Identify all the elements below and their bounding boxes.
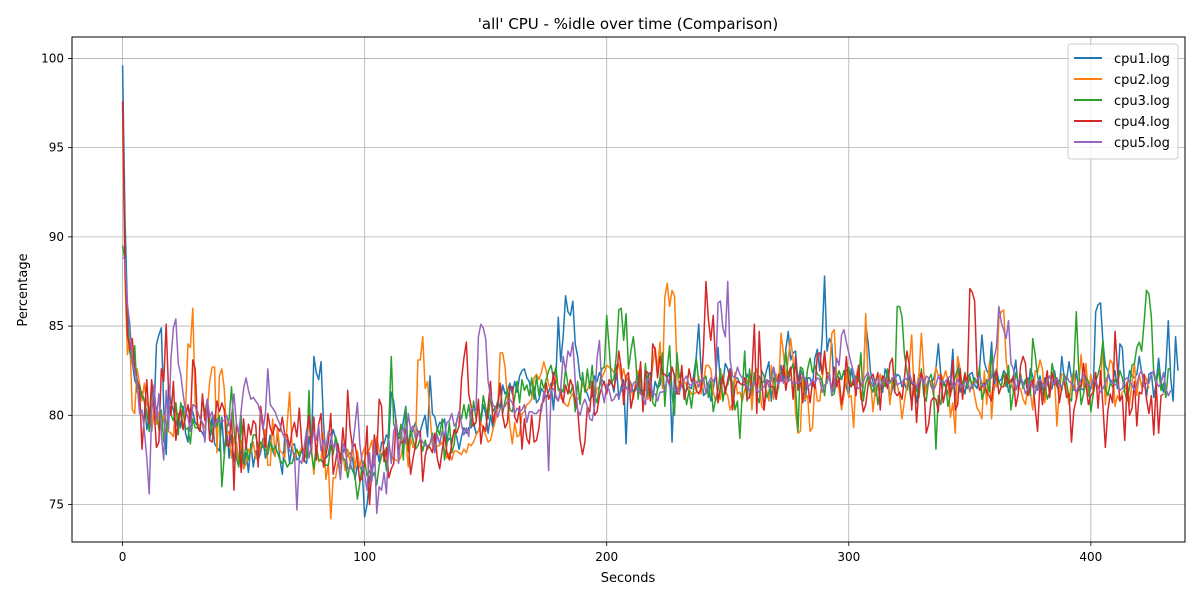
series-line-cpu4-log: [121, 101, 1164, 506]
legend-label: cpu4.log: [1114, 115, 1170, 130]
legend-box: [1067, 43, 1179, 160]
series-line-cpu1-log: [121, 65, 1179, 518]
chart-title: 'all' CPU - %idle over time (Comparison): [478, 15, 778, 33]
legend-label: cpu2.log: [1114, 73, 1170, 88]
plot-area: [121, 65, 1179, 520]
y-tick-label: 80: [49, 408, 64, 422]
y-tick-label: 85: [49, 319, 64, 333]
y-axis-label: Percentage: [16, 253, 31, 326]
x-tick-label: 100: [353, 550, 376, 564]
y-tick-label: 95: [49, 141, 64, 155]
legend-label: cpu3.log: [1114, 94, 1170, 109]
legend: cpu1.log cpu2.log cpu3.log cpu4.log cpu5.log: [1067, 43, 1179, 160]
plot-frame: [71, 36, 1186, 543]
series-line-cpu5-log: [122, 257, 1172, 515]
x-tick-label: 400: [1079, 550, 1102, 564]
y-tick-label: 90: [49, 230, 64, 244]
series-line-cpu3-log: [121, 245, 1171, 500]
y-tick-label: 100: [41, 51, 64, 65]
x-tick-label: 300: [837, 550, 860, 564]
x-tick-label: 200: [595, 550, 618, 564]
y-tick-label: 75: [49, 498, 64, 512]
y-axis: 75 80 85 90 95 100: [41, 51, 72, 512]
grid: [72, 37, 1185, 542]
legend-label: cpu1.log: [1114, 52, 1170, 67]
x-axis: 0 100 200 300 400: [119, 542, 1102, 564]
x-tick-label: 0: [119, 550, 127, 564]
x-axis-label: Seconds: [601, 571, 656, 586]
legend-label: cpu5.log: [1114, 136, 1170, 151]
